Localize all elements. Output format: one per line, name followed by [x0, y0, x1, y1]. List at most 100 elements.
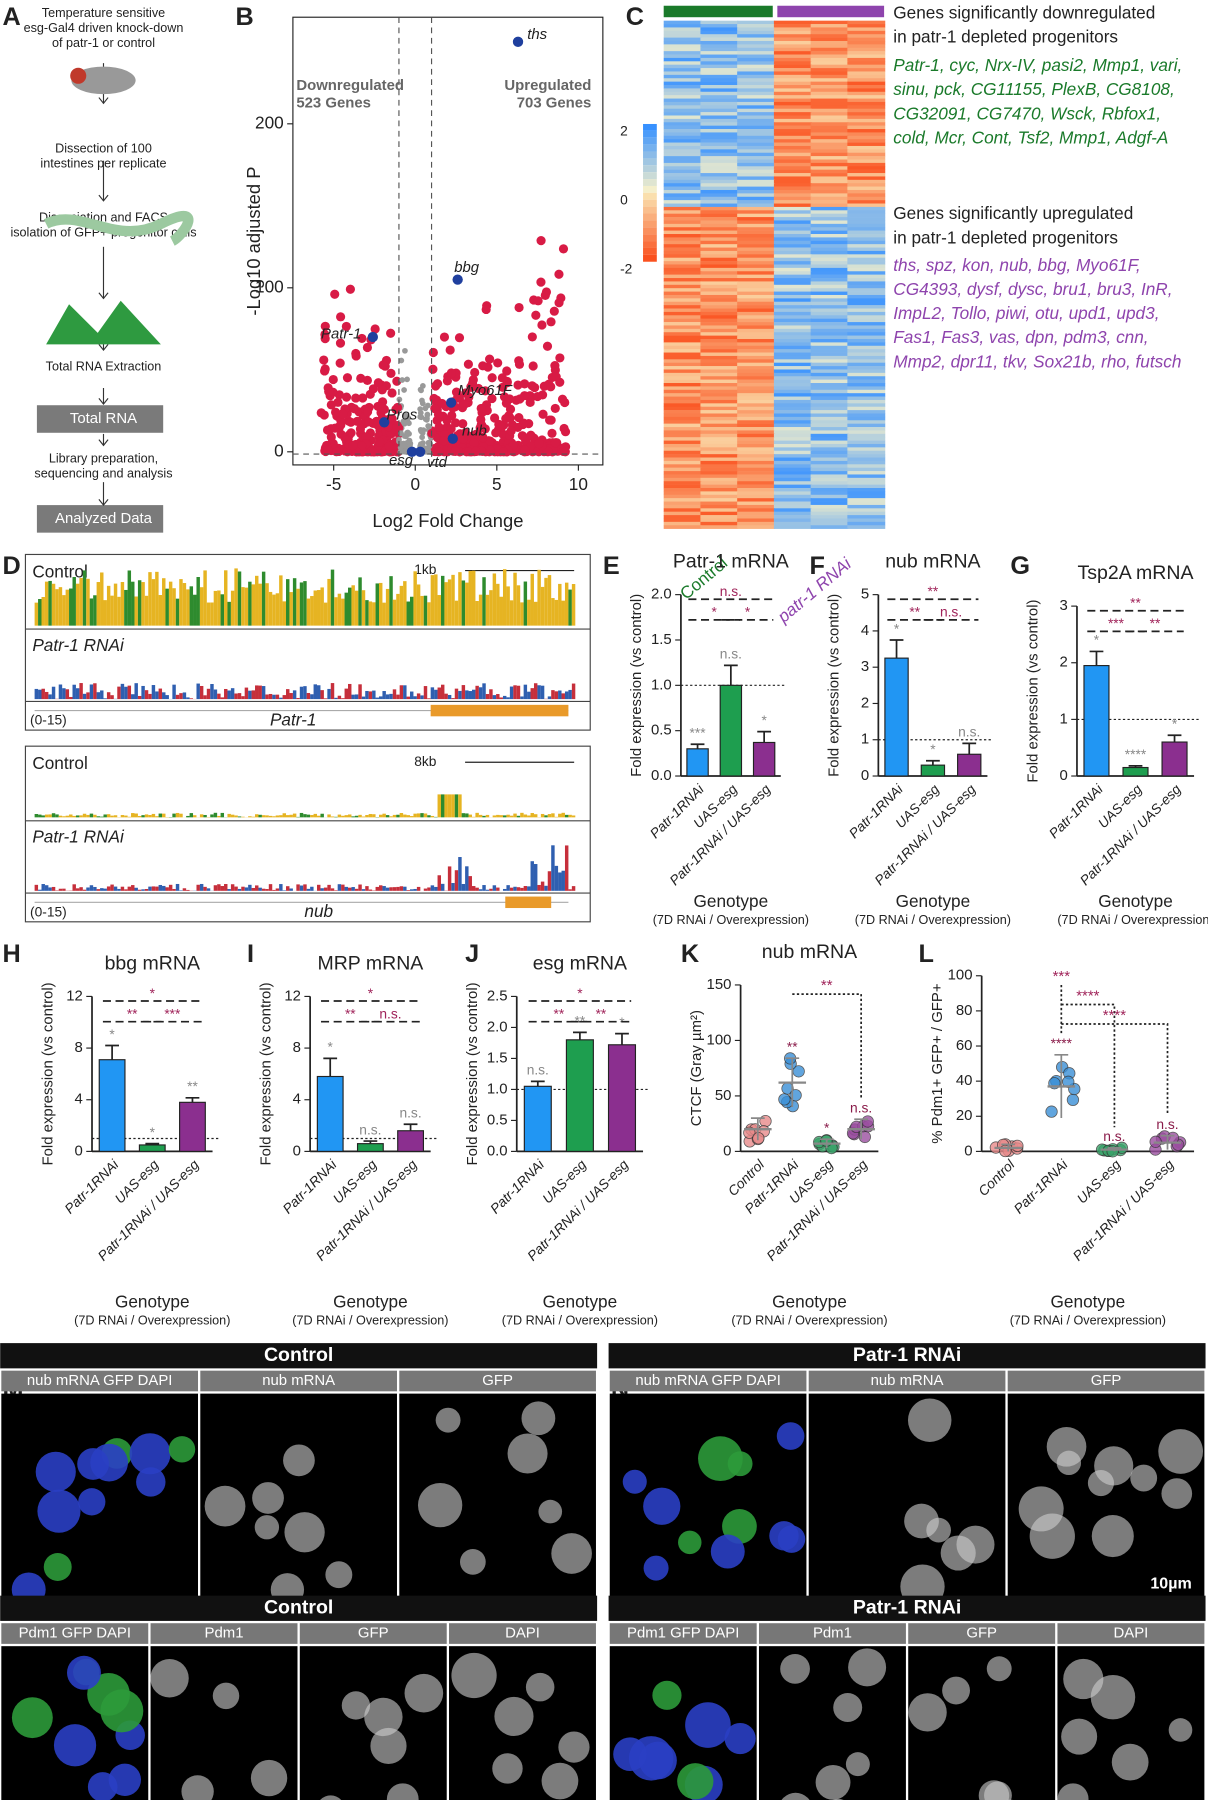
coverage [482, 577, 486, 626]
heatmap-cell [810, 247, 849, 252]
heatmap-cell [810, 338, 849, 343]
heatmap-cell [663, 291, 702, 296]
heatmap-cell [773, 430, 812, 435]
heatmap-cell [847, 447, 886, 452]
heatmap-cell [810, 271, 849, 275]
heatmap-cell [700, 85, 739, 89]
heatmap-cell [773, 410, 812, 414]
volcano-dot [335, 358, 345, 368]
coverage [93, 886, 97, 891]
heatmap-cell [810, 420, 849, 424]
heatmap-cell [737, 481, 776, 485]
heatmap-cell [737, 467, 776, 472]
heatmap-cell [700, 376, 739, 380]
heatmap-cell [810, 24, 849, 28]
heatmap-cell [847, 427, 886, 431]
coverage [265, 815, 269, 818]
heatmap-cell [773, 525, 812, 529]
bar [179, 1101, 206, 1152]
heatmap-cell [810, 108, 849, 113]
heatmap-cell [737, 237, 776, 242]
arrow-head [98, 194, 109, 202]
coverage [368, 889, 373, 891]
heatmap-cell [810, 91, 849, 96]
heatmap-cell [663, 508, 702, 512]
cell [451, 1652, 497, 1699]
coverage [289, 693, 293, 700]
heatmap-cell [773, 169, 812, 174]
coverage [320, 813, 324, 818]
heatmap-cell [700, 278, 739, 282]
column-bar [777, 5, 885, 18]
label-bar [299, 1623, 447, 1644]
coverage [571, 683, 576, 700]
coverage [175, 883, 180, 891]
cell [1029, 1513, 1075, 1559]
panel-label: L [919, 940, 934, 968]
coverage [210, 814, 214, 818]
heatmap-cell [663, 189, 702, 194]
heatmap-cell [700, 281, 739, 286]
heatmap-cell [663, 447, 702, 452]
coverage [134, 683, 138, 700]
coverage [100, 816, 104, 818]
heatmap-cell [847, 338, 886, 343]
heatmap-cell [737, 433, 776, 438]
coverage [327, 578, 331, 626]
heatmap-cell [663, 152, 702, 157]
volcano-dot [514, 302, 524, 313]
heatmap-cell [737, 477, 776, 482]
coverage [268, 884, 273, 891]
coverage [224, 688, 228, 700]
scale-cell [643, 192, 657, 200]
coverage [272, 694, 276, 700]
cell [833, 1693, 863, 1723]
coverage [34, 688, 39, 700]
volcano-dot [316, 408, 326, 418]
coverage [527, 815, 531, 818]
heatmap-cell [700, 91, 739, 96]
x-label: Genotype [115, 1291, 190, 1311]
heatmap-cell [663, 271, 702, 275]
coverage [361, 816, 366, 818]
heatmap-cell [773, 152, 812, 157]
cell [1161, 1478, 1193, 1509]
heatmap-cell [810, 379, 849, 384]
heatmap-cell [773, 372, 812, 377]
panel-label: K [681, 940, 699, 968]
coverage [158, 688, 163, 700]
coverage [454, 688, 459, 700]
coverage [162, 885, 166, 891]
coverage [406, 696, 410, 700]
x-tick-label: -5 [326, 474, 341, 494]
heatmap-cell [737, 40, 776, 45]
heatmap-cell [663, 450, 702, 455]
heatmap-cell [847, 47, 886, 52]
header: Control [264, 1596, 333, 1618]
volcano-dot [357, 333, 367, 343]
coverage [403, 685, 407, 700]
comparison-label: ** [909, 605, 920, 620]
heatmap-cell [700, 20, 739, 25]
heatmap-cell [700, 108, 739, 113]
y-tick-label: 100 [255, 276, 284, 296]
heatmap-cell [773, 132, 812, 137]
coverage [82, 570, 87, 626]
heatmap-cell [663, 288, 702, 292]
heatmap-cell [773, 203, 812, 208]
header-bar [608, 1595, 1206, 1621]
heatmap-cell [847, 40, 886, 45]
heatmap-cell [810, 145, 849, 150]
scale-cell [643, 137, 657, 145]
heatmap-cell [700, 450, 739, 455]
coverage [334, 597, 338, 626]
coverage [261, 815, 266, 818]
significance: * [328, 1040, 334, 1055]
channel-label: Pdm1 GFP DAPI [627, 1624, 739, 1641]
coverage [523, 581, 528, 626]
volcano-dot [487, 393, 497, 404]
heatmap-cell [737, 484, 776, 489]
heatmap-cell [847, 135, 886, 140]
heatmap-cell [663, 34, 702, 38]
coverage [420, 595, 424, 626]
